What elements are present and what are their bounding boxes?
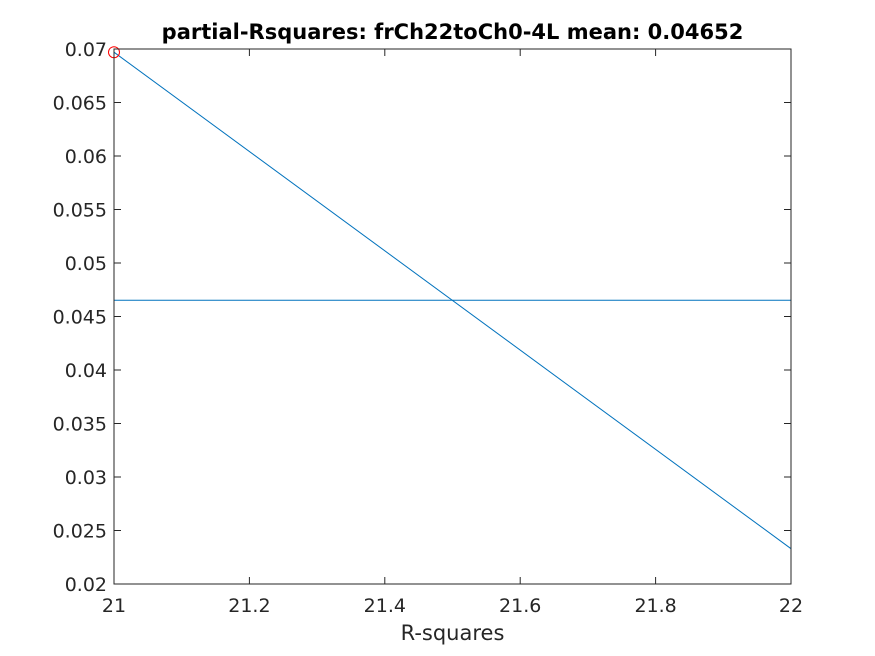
x-tick-label: 21.4 [364, 595, 406, 617]
x-tick-label: 21.8 [634, 595, 676, 617]
y-tick-label: 0.065 [53, 93, 107, 115]
x-tick-label: 22 [779, 595, 803, 617]
y-tick-label: 0.035 [53, 414, 107, 436]
y-tick-label: 0.07 [65, 39, 107, 61]
y-tick-label: 0.04 [65, 360, 107, 382]
x-tick-label: 21.6 [499, 595, 541, 617]
y-tick-label: 0.025 [53, 521, 107, 543]
x-tick-label: 21 [102, 595, 126, 617]
y-tick-label: 0.02 [65, 574, 107, 596]
y-tick-label: 0.06 [65, 146, 107, 168]
y-tick-label: 0.03 [65, 467, 107, 489]
x-tick-label: 21.2 [228, 595, 270, 617]
chart-title: partial-Rsquares: frCh22toCh0-4L mean: 0… [162, 20, 744, 44]
y-tick-label: 0.055 [53, 200, 107, 222]
x-axis-label: R-squares [401, 621, 505, 645]
plot-background [114, 49, 791, 584]
y-tick-label: 0.05 [65, 253, 107, 275]
y-tick-label: 0.045 [53, 307, 107, 329]
